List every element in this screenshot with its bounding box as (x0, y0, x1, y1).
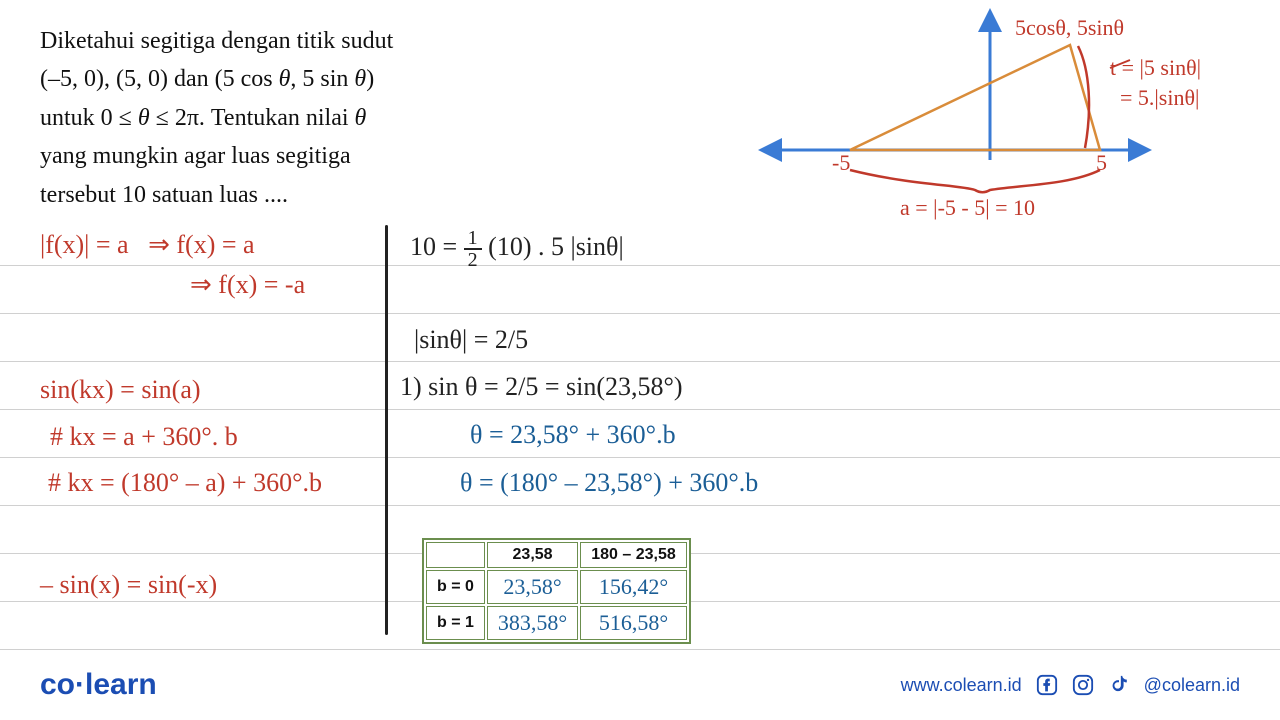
diag-pos5: 5 (1096, 150, 1107, 175)
table-h2: 180 – 23,58 (580, 542, 687, 568)
triangle-diagram: 5cosθ, 5sinθ t = |5 sinθ| = 5.|sinθ| -5 … (760, 10, 1260, 210)
diag-t1: t = |5 sinθ| (1110, 55, 1201, 80)
solution-table: 23,58 180 – 23,58 b = 0 23,58° 156,42° b… (422, 538, 691, 644)
problem-line4: yang mungkin agar luas segitiga (40, 137, 600, 175)
note-r3: 1) sin θ = 2/5 = sin(23,58°) (400, 372, 683, 402)
instagram-icon (1072, 674, 1094, 696)
problem-line3: untuk 0 ≤ θ ≤ 2π. Tentukan nilai θ (40, 99, 600, 137)
column-divider (385, 225, 388, 635)
note-l5: # kx = (180° – a) + 360°.b (48, 468, 322, 498)
note-l4: # kx = a + 360°. b (50, 422, 238, 452)
problem-line1: Diketahui segitiga dengan titik sudut (40, 22, 600, 60)
footer-handle: @colearn.id (1144, 675, 1240, 696)
note-r2: |sinθ| = 2/5 (414, 325, 528, 355)
note-l2: ⇒ f(x) = -a (190, 270, 305, 300)
diagram-svg: 5cosθ, 5sinθ t = |5 sinθ| = 5.|sinθ| -5 … (760, 10, 1260, 220)
note-r1: 10 = 12 (10) . 5 |sinθ| (410, 228, 624, 270)
table-r2-label: b = 1 (426, 606, 485, 640)
problem-line5: tersebut 10 satuan luas .... (40, 176, 600, 214)
tiktok-icon (1108, 674, 1130, 696)
table-r1c1: 23,58° (487, 570, 578, 604)
footer: co·learn www.colearn.id @colearn.id (40, 668, 1240, 702)
diag-top-label: 5cosθ, 5sinθ (1015, 15, 1124, 40)
table-r1-label: b = 0 (426, 570, 485, 604)
note-r4: θ = 23,58° + 360°.b (470, 420, 676, 450)
facebook-icon (1036, 674, 1058, 696)
diag-t2: = 5.|sinθ| (1120, 85, 1199, 110)
note-l6: – sin(x) = sin(-x) (40, 570, 217, 600)
table-h1: 23,58 (487, 542, 578, 568)
note-l3: sin(kx) = sin(a) (40, 375, 201, 405)
problem-statement: Diketahui segitiga dengan titik sudut (–… (40, 22, 600, 214)
note-r5: θ = (180° – 23,58°) + 360°.b (460, 468, 758, 498)
table-r2c2: 516,58° (580, 606, 687, 640)
problem-line2: (–5, 0), (5, 0) dan (5 cos θ, 5 sin θ) (40, 60, 600, 98)
diag-neg5: -5 (832, 150, 850, 175)
note-l1: |f(x)| = a ⇒ f(x) = a (40, 230, 255, 260)
footer-url: www.colearn.id (901, 675, 1022, 696)
table-r1c2: 156,42° (580, 570, 687, 604)
diag-a-eq: a = |-5 - 5| = 10 (900, 195, 1035, 220)
brand-logo: co·learn (40, 668, 157, 702)
table-r2c1: 383,58° (487, 606, 578, 640)
footer-right: www.colearn.id @colearn.id (901, 674, 1240, 696)
